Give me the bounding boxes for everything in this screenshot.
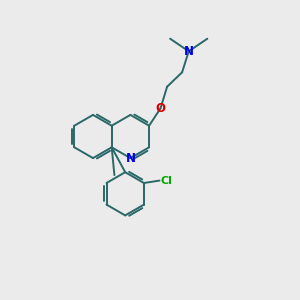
Text: N: N	[184, 45, 194, 58]
Text: N: N	[125, 152, 135, 165]
Text: O: O	[155, 102, 166, 115]
Text: Cl: Cl	[161, 176, 172, 186]
